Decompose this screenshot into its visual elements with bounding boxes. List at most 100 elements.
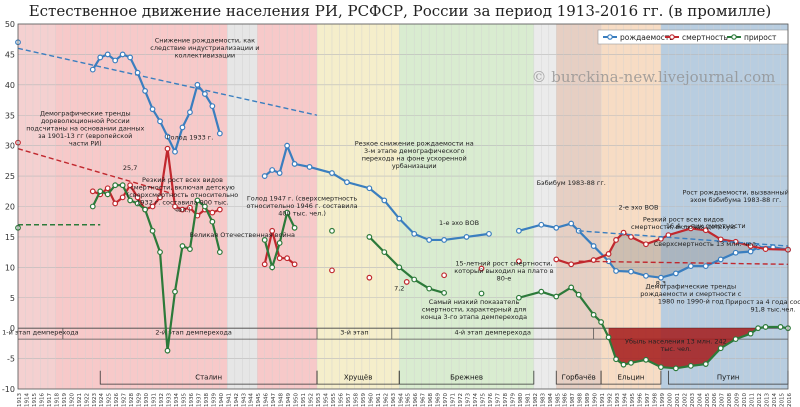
data-point bbox=[216, 206, 223, 213]
data-point bbox=[396, 264, 403, 271]
data-point bbox=[276, 170, 283, 176]
data-point bbox=[605, 251, 612, 257]
x-tick-label: 2004 bbox=[697, 393, 703, 407]
data-point bbox=[127, 182, 134, 189]
annotation-line: Резкий рост всех видов bbox=[142, 176, 223, 184]
data-point bbox=[732, 336, 739, 343]
data-point bbox=[209, 103, 216, 110]
data-point bbox=[658, 364, 664, 371]
x-tick-label: 1933 bbox=[167, 393, 173, 407]
annotation-line: 8,3 bbox=[656, 280, 666, 288]
x-tick-label: 1968 bbox=[428, 393, 434, 407]
x-tick-label: 2010 bbox=[742, 393, 748, 407]
x-tick-label: 1990 bbox=[593, 393, 599, 407]
x-tick-label: 1932 bbox=[159, 393, 165, 407]
annotation-line: дореволюционной России bbox=[41, 117, 130, 125]
data-point bbox=[411, 230, 418, 237]
x-tick-label: 2000 bbox=[667, 393, 673, 407]
x-tick-label: 1967 bbox=[421, 393, 427, 407]
data-point bbox=[291, 261, 298, 268]
annotation-line: 2-е эхо ВОВ bbox=[618, 204, 658, 212]
data-point bbox=[590, 243, 597, 249]
annotation-line: Прирост за 4 года составил bbox=[725, 298, 800, 306]
data-point bbox=[478, 290, 485, 297]
data-point bbox=[613, 268, 619, 274]
data-point bbox=[515, 227, 522, 234]
x-tick-label: 1992 bbox=[608, 393, 614, 407]
x-tick-label: 1981 bbox=[525, 393, 531, 407]
annotation: Бэбибум 1983-88 гг. bbox=[537, 179, 606, 187]
data-point bbox=[486, 230, 492, 237]
stage-label: 4-й этап демперехода bbox=[454, 328, 531, 336]
data-point bbox=[149, 227, 156, 234]
x-tick-label: 1962 bbox=[383, 393, 389, 407]
data-point bbox=[284, 255, 291, 262]
annotation-line: Демографические тренды bbox=[40, 109, 131, 117]
data-point bbox=[149, 106, 156, 113]
stage-label: 1-й этап демперехода bbox=[2, 328, 79, 336]
annotation-line: части РИ) bbox=[69, 139, 102, 147]
data-point bbox=[201, 203, 208, 210]
annotation-line: Сверхсмертность 13 млн. чел. bbox=[654, 240, 758, 248]
annotation: 8,3 bbox=[656, 280, 666, 288]
legend-label: смертность bbox=[682, 33, 728, 42]
x-tick-label: 1941 bbox=[226, 393, 232, 407]
data-point bbox=[553, 224, 560, 231]
data-point bbox=[284, 209, 291, 216]
y-tick-label: 50 bbox=[5, 20, 15, 29]
x-tick-label: 2008 bbox=[727, 393, 733, 407]
era-label: Сталин bbox=[195, 373, 222, 381]
death-trend-arrow bbox=[17, 148, 176, 196]
x-tick-label: 1993 bbox=[615, 393, 621, 407]
x-tick-label: 1931 bbox=[152, 393, 158, 407]
legend-marker bbox=[607, 34, 613, 40]
x-tick-label: 1929 bbox=[137, 393, 143, 407]
data-point bbox=[291, 161, 298, 167]
era-bracket bbox=[398, 370, 535, 385]
annotation: 1-е эхо ВОВ bbox=[439, 219, 479, 227]
annotation: 2-е эхо ВОВ bbox=[618, 204, 658, 212]
data-point bbox=[717, 256, 724, 263]
data-point bbox=[261, 237, 268, 243]
y-tick-label: -10 bbox=[2, 385, 15, 394]
y-tick-label: 45 bbox=[5, 50, 15, 59]
data-point bbox=[157, 194, 163, 201]
x-tick-label: 1924 bbox=[99, 393, 105, 407]
x-tick-label: 1940 bbox=[219, 393, 225, 407]
x-tick-label: 1991 bbox=[600, 393, 606, 407]
x-tick-label: 1930 bbox=[144, 393, 150, 407]
x-tick-label: 2006 bbox=[712, 393, 718, 407]
x-tick-label: 2002 bbox=[682, 393, 688, 407]
data-point bbox=[329, 267, 335, 274]
annotation: 7,2 bbox=[394, 284, 404, 292]
x-tick-label: 1989 bbox=[585, 393, 591, 407]
stage-label: 2-й этап демперехода bbox=[155, 328, 232, 336]
data-point bbox=[366, 185, 373, 192]
x-tick-label: 1973 bbox=[466, 393, 472, 407]
era-label: Горбачёв bbox=[562, 373, 596, 381]
birth-trend-arrow bbox=[17, 47, 318, 116]
data-point bbox=[568, 284, 575, 291]
annotation-line: смертности, характерный для bbox=[422, 305, 526, 313]
data-point bbox=[261, 173, 268, 179]
x-tick-label: 1917 bbox=[47, 393, 53, 407]
annotation-line: 16,4 — пик смертности bbox=[666, 222, 746, 230]
x-tick-label: 1945 bbox=[256, 393, 262, 407]
x-tick-label: 1957 bbox=[346, 393, 352, 407]
annotation-line: эхом бэбибума 1983-88 гг. bbox=[690, 196, 781, 204]
x-tick-label: 1960 bbox=[368, 393, 374, 407]
data-point bbox=[216, 130, 223, 137]
x-tick-label: 2003 bbox=[690, 393, 696, 407]
data-point bbox=[366, 234, 373, 240]
stage-label: 3-й этап bbox=[340, 328, 368, 336]
data-point bbox=[441, 272, 448, 279]
data-point bbox=[172, 148, 178, 155]
data-point bbox=[119, 182, 126, 189]
x-tick-label: 1961 bbox=[376, 393, 382, 407]
